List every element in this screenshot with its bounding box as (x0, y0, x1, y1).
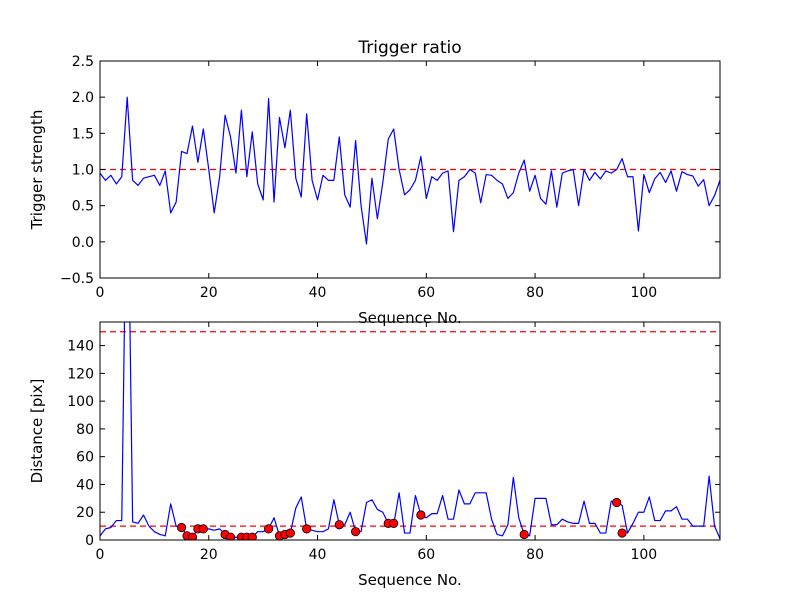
y-tick-label: 0.0 (72, 235, 94, 251)
y-axis-label: Trigger strength (28, 110, 46, 231)
trigger-point (389, 518, 399, 528)
trigger-point (612, 497, 622, 508)
y-tick-label: 0.5 (72, 199, 94, 215)
series-line (100, 322, 720, 540)
x-tick-label: 80 (526, 285, 544, 301)
trigger-point (247, 532, 257, 540)
x-tick-label: 20 (200, 285, 218, 301)
y-tick-label: 0 (85, 533, 94, 549)
x-tick-label: 40 (309, 285, 327, 301)
y-tick-label: 20 (76, 505, 94, 521)
trigger-point (225, 532, 236, 540)
trigger-point (519, 529, 529, 540)
trigger-point (351, 527, 361, 537)
x-tick-label: 60 (417, 285, 435, 301)
trigger-point (285, 528, 295, 538)
y-tick-label: 120 (67, 366, 94, 382)
trigger-point (263, 524, 274, 534)
x-axis-label: Sequence No. (358, 309, 462, 327)
x-tick-label: 0 (96, 547, 105, 563)
x-tick-label: 100 (630, 285, 657, 301)
trigger-point (198, 524, 208, 534)
y-tick-label: 100 (67, 394, 94, 410)
x-axis-label: Sequence No. (358, 571, 462, 589)
y-tick-label: 140 (67, 339, 94, 355)
trigger-point (617, 528, 627, 538)
trigger-point (176, 522, 187, 533)
x-tick-label: 60 (417, 547, 435, 563)
y-tick-label: 2.5 (72, 54, 94, 70)
chart-title: Trigger ratio (357, 38, 461, 58)
y-axis-label: Distance [pix] (28, 379, 46, 484)
chart-1: 0 20 40 60 80 100 −0.5 0.0 0.5 1.0 1.5 2.0 2.5 Trigge… (28, 38, 721, 327)
x-tick-label: 40 (309, 547, 327, 563)
y-tick-label: −0.5 (60, 271, 94, 287)
plot-frame (99, 321, 721, 541)
series-line (100, 96, 720, 245)
trigger-point (416, 510, 426, 520)
chart-2: 0 20 40 60 80 100 0 20 40 60 80 100 120 140 Sequence N… (28, 321, 721, 589)
x-tick-label: 0 (96, 285, 105, 301)
trigger-point (187, 532, 198, 540)
x-tick-label: 100 (630, 547, 657, 563)
trigger-point (302, 524, 312, 534)
y-tick-label: 40 (76, 477, 94, 493)
y-tick-label: 1.5 (72, 126, 94, 142)
y-tick-label: 2.0 (72, 90, 94, 106)
y-tick-label: 60 (76, 450, 94, 466)
x-tick-label: 20 (200, 547, 218, 563)
trigger-point (334, 520, 344, 530)
y-tick-label: 1.0 (72, 163, 94, 179)
x-tick-label: 80 (526, 547, 544, 563)
y-tick-label: 80 (76, 422, 94, 438)
